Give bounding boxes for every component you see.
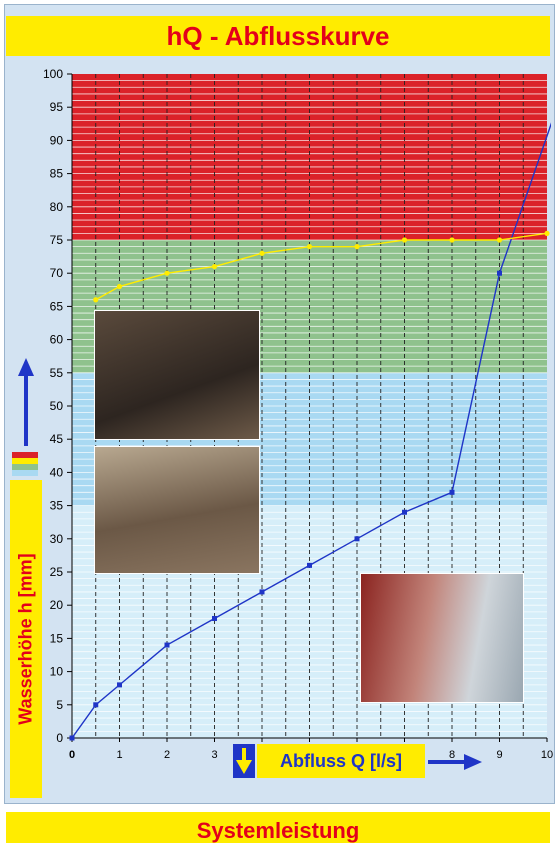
series-1-point [116,283,123,290]
y-tick-label: 15 [50,631,64,645]
y-tick-label: 0 [56,731,63,745]
y-tick-label: 20 [50,598,64,612]
y-tick-label: 80 [50,200,64,214]
series-1-point [211,263,218,270]
series-0-point [354,536,360,542]
series-0-point [307,562,312,568]
series-1-point [164,270,170,276]
y-tick-label: 45 [50,432,64,446]
y-tick-label: 100 [43,67,63,81]
x-tick-label: 3 [211,749,217,761]
series-0-point [93,702,99,708]
x-tick-label: 9 [496,749,502,761]
down-arrow-box [233,744,255,778]
series-0-point [117,682,122,688]
y-tick-label: 55 [50,366,64,380]
x-tick-label: 8 [449,749,455,761]
arrow-up-icon [18,358,34,446]
x-tick-label: 1 [116,749,122,761]
page-title: hQ - Abflusskurve [6,16,550,56]
y-tick-label: 25 [50,565,64,579]
series-1-point [259,250,265,256]
footer-title: Systemleistung [6,812,550,843]
y-tick-label: 70 [50,266,64,280]
key-red [12,452,38,458]
series-0-point [164,642,170,648]
x-axis-label: Abfluss Q [l/s] [257,744,425,778]
key-yellow [12,458,38,464]
photo-drain-plate [94,446,260,574]
series-1-point [93,297,99,303]
x-tick-label: 0 [69,749,75,761]
y-tick-label: 40 [50,465,64,479]
key-blue [12,470,38,476]
y-tick-label: 95 [50,100,64,114]
x-tick-label: 2 [164,749,170,761]
series-0-point [212,615,217,621]
y-tick-label: 10 [50,665,64,679]
key-green [12,464,38,470]
y-tick-label: 90 [50,133,64,147]
photo-drain-outlet-top [94,310,260,440]
y-tick-label: 5 [56,698,63,712]
y-tick-label: 35 [50,499,64,513]
y-axis-label-bar [10,480,42,798]
x-tick-label: 10 [541,749,553,761]
series-1-point [401,237,408,243]
y-axis-label: Wasserhöhe h [mm] [15,553,36,725]
series-1-point [449,237,455,243]
arrow-right-icon [428,754,482,770]
series-0-point [69,735,75,741]
series-1-point [544,230,550,236]
y-tick-label: 75 [50,233,64,247]
series-0-line [72,122,551,739]
series-0-point [449,489,455,495]
photo-pipe-clamp [360,573,524,703]
arrow-down-icon [236,748,252,774]
series-1-point [354,244,360,250]
series-0-point [497,270,502,276]
series-1-point [496,237,503,243]
series-0-point [402,509,407,515]
y-tick-label: 65 [50,299,64,313]
y-tick-label: 85 [50,167,64,181]
y-tick-label: 60 [50,333,64,347]
y-tick-label: 30 [50,532,64,546]
y-tick-label: 50 [50,399,64,413]
zone-color-key [12,452,38,476]
series-0-point [259,589,265,595]
series-1-point [306,244,313,250]
zone-band-0 [72,74,547,240]
